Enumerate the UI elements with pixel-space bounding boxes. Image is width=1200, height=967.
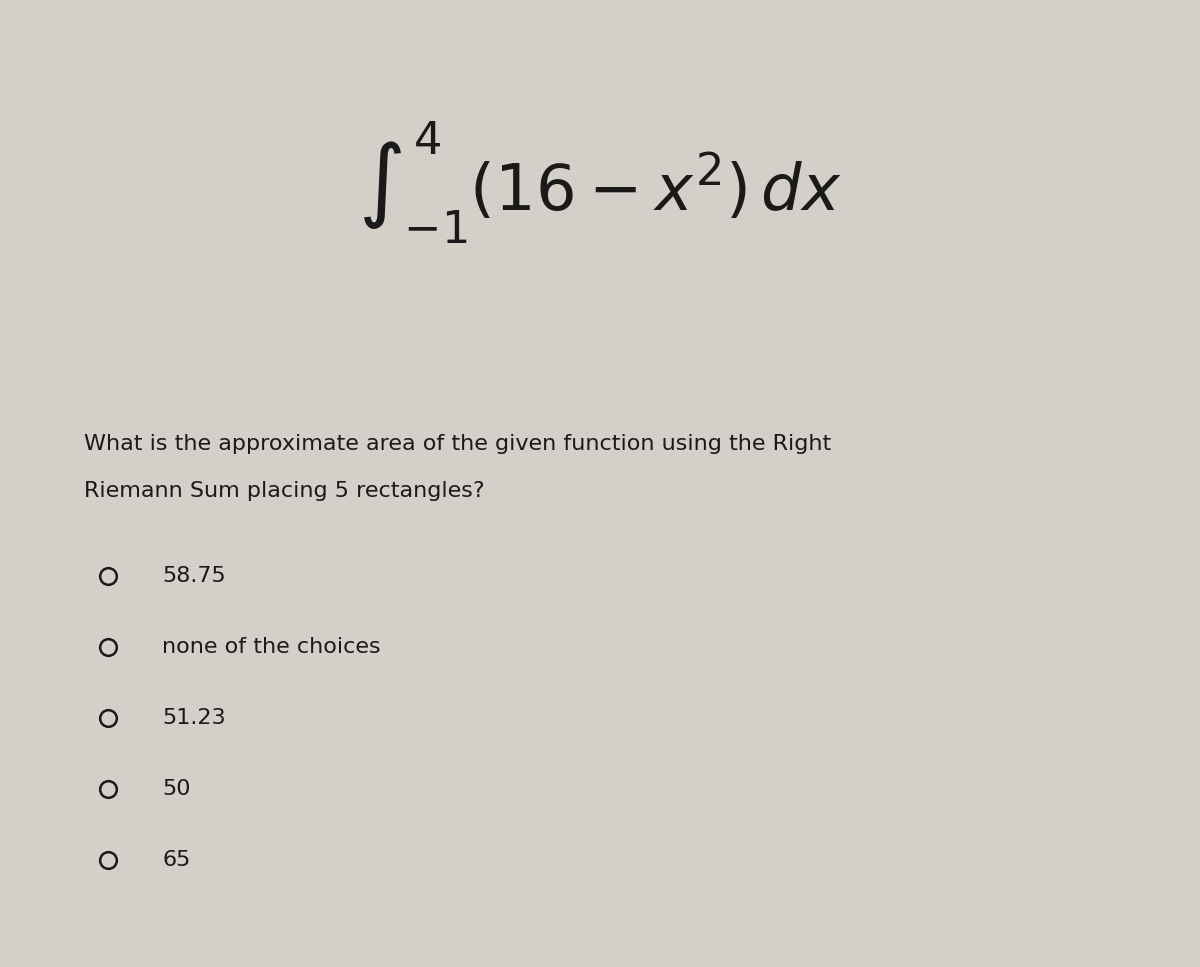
- Text: Riemann Sum placing 5 rectangles?: Riemann Sum placing 5 rectangles?: [84, 481, 485, 501]
- Text: none of the choices: none of the choices: [162, 637, 380, 657]
- Text: 65: 65: [162, 850, 191, 870]
- Text: 51.23: 51.23: [162, 708, 226, 728]
- Text: What is the approximate area of the given function using the Right: What is the approximate area of the give…: [84, 433, 832, 454]
- Text: $\int_{-1}^{4} (16 - x^2)\, dx$: $\int_{-1}^{4} (16 - x^2)\, dx$: [359, 121, 841, 247]
- Text: 50: 50: [162, 779, 191, 799]
- Text: 58.75: 58.75: [162, 566, 226, 586]
